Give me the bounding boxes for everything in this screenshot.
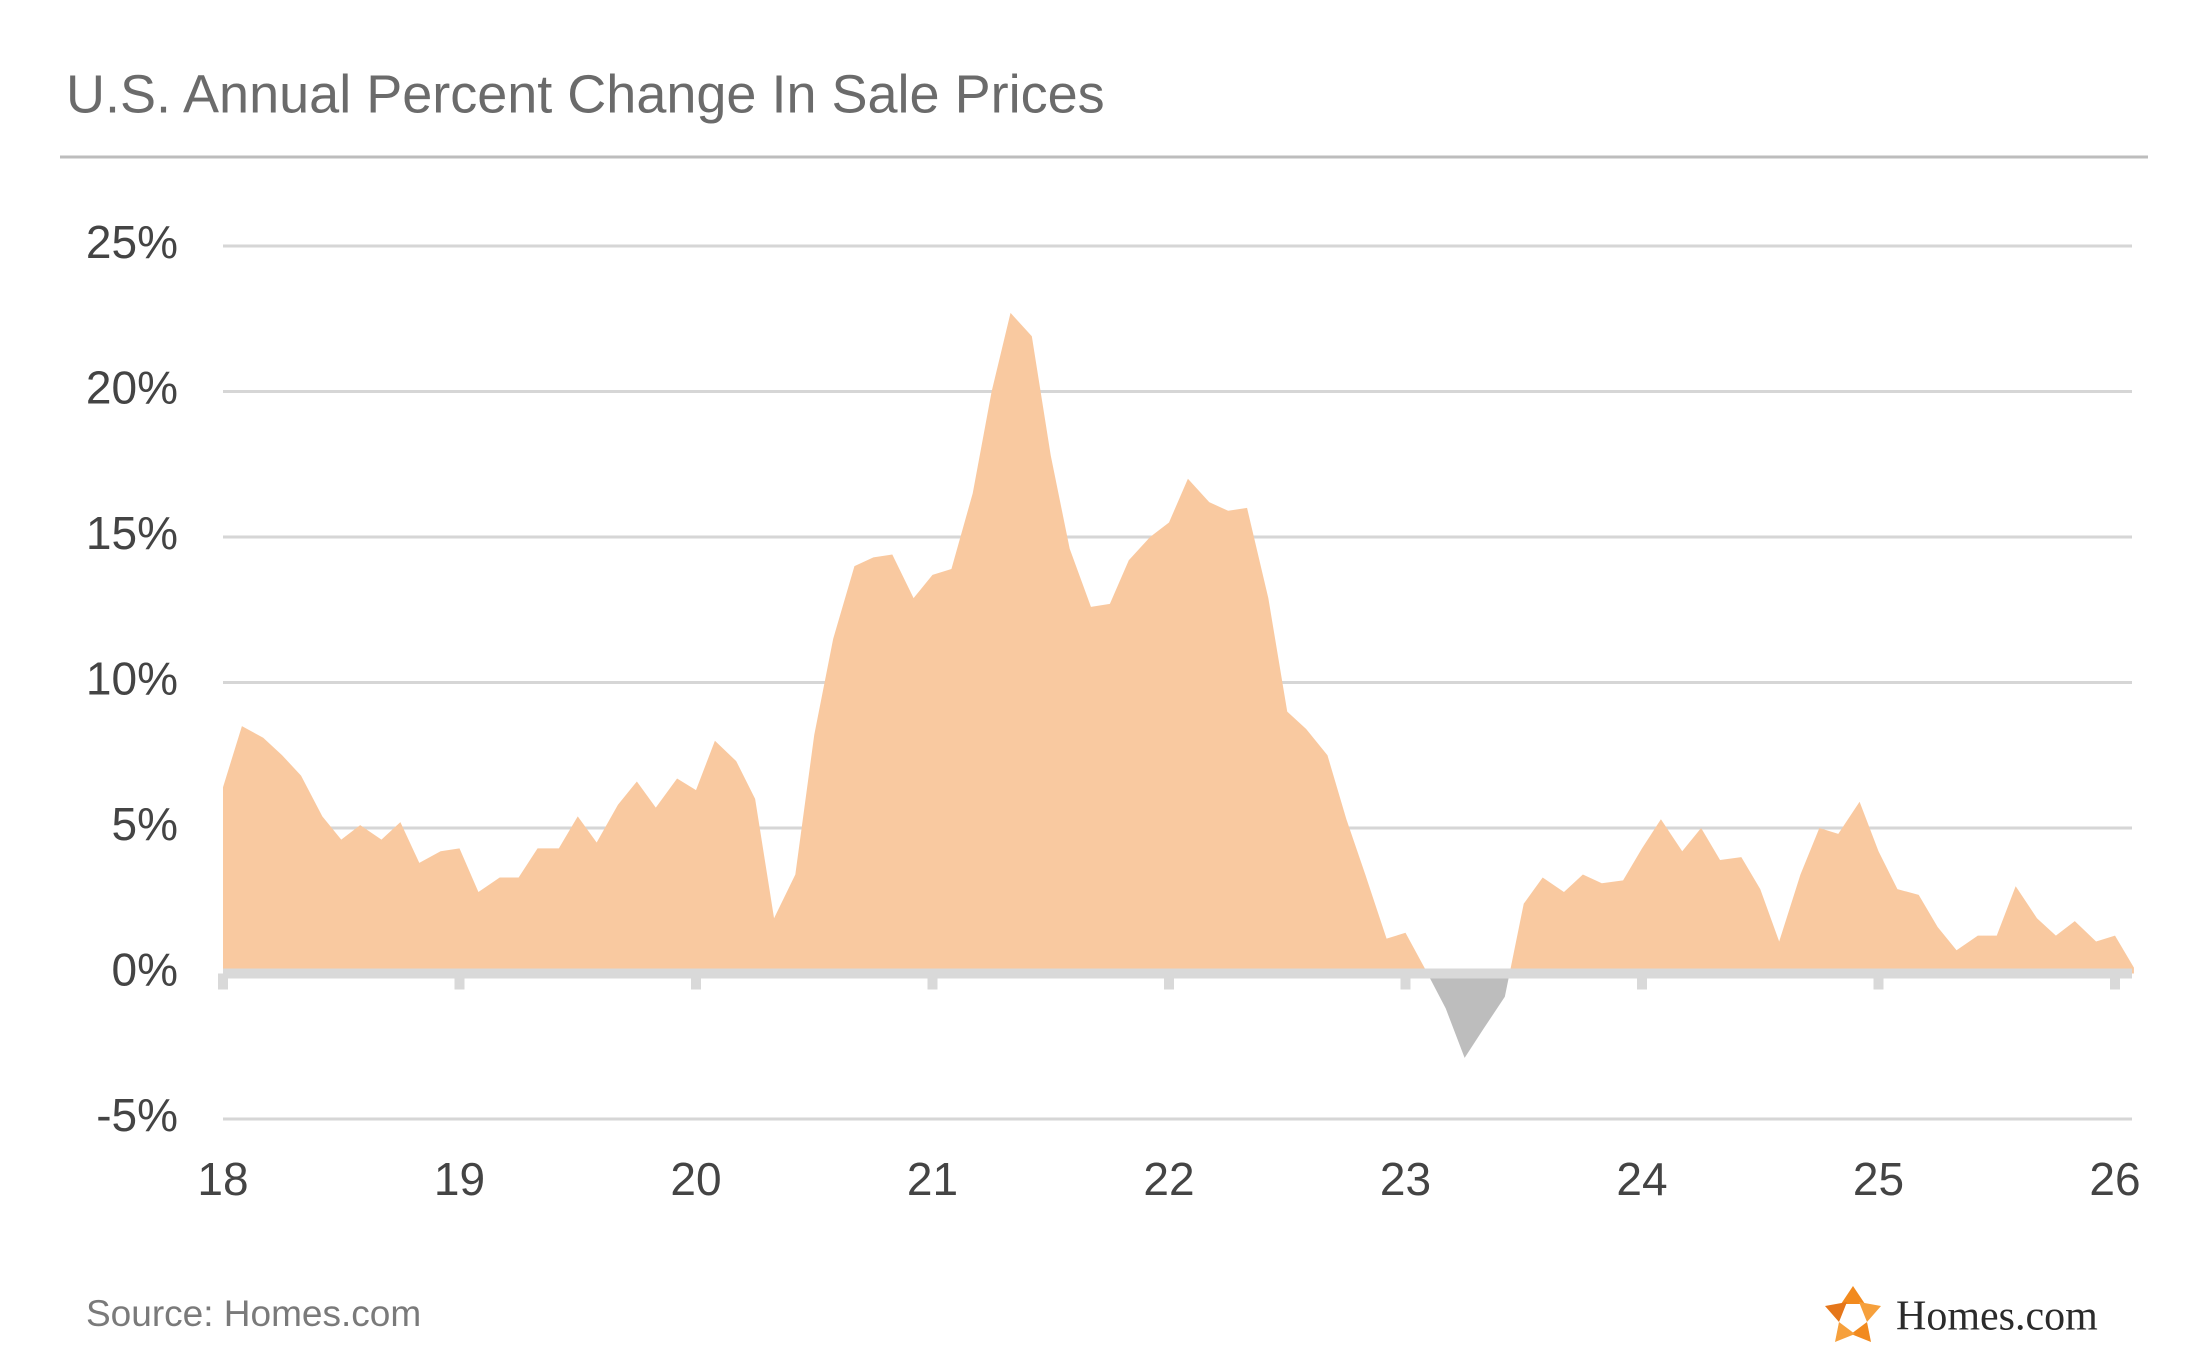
y-tick-label: 10% <box>86 653 178 705</box>
x-tick-label: 22 <box>1143 1153 1194 1205</box>
source-note: Source: Homes.com <box>86 1293 421 1334</box>
x-tick-label: 25 <box>1853 1153 1904 1205</box>
y-tick-label: 15% <box>86 507 178 559</box>
x-tick-label: 19 <box>434 1153 485 1205</box>
y-tick-label: 0% <box>112 944 178 996</box>
y-tick-label: 5% <box>112 798 178 850</box>
x-tick-label: 21 <box>907 1153 958 1205</box>
area <box>223 312 2134 1058</box>
y-tick-label: 25% <box>86 216 178 268</box>
y-tick-label: -5% <box>96 1089 178 1141</box>
x-tick-label: 24 <box>1616 1153 1667 1205</box>
x-tick-label: 26 <box>2089 1153 2140 1205</box>
logo-icon <box>1825 1286 1881 1342</box>
x-tick-label: 18 <box>197 1153 248 1205</box>
y-tick-label: 20% <box>86 362 178 414</box>
x-tick-label: 23 <box>1380 1153 1431 1205</box>
chart-title: U.S. Annual Percent Change In Sale Price… <box>66 64 1105 124</box>
x-tick-label: 20 <box>670 1153 721 1205</box>
logo-text: Homes.com <box>1896 1294 2098 1340</box>
